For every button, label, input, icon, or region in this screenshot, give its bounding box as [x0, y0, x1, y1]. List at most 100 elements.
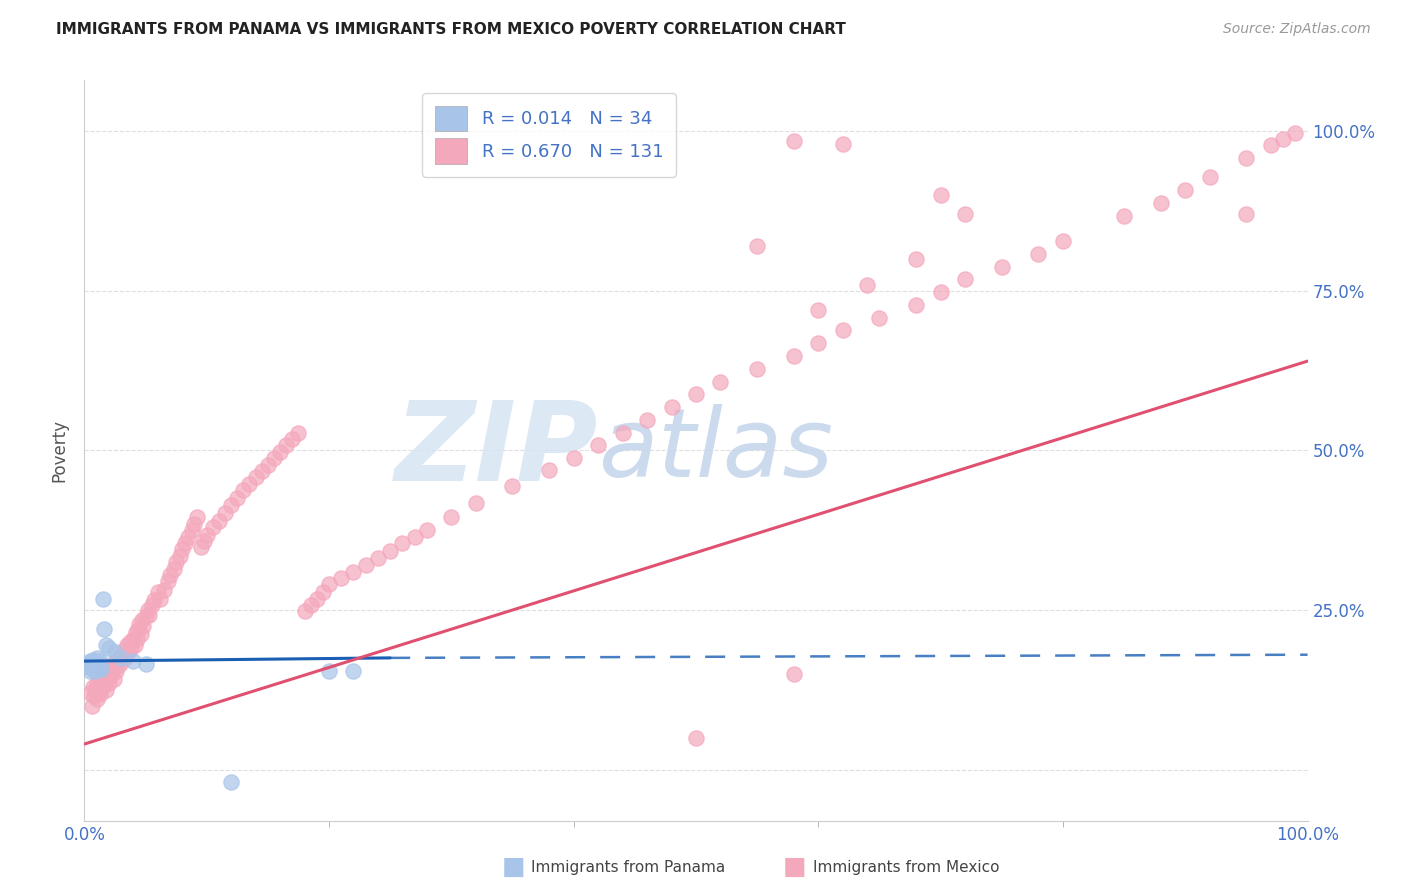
- Point: [856, 277, 879, 292]
- Point: [84, 682, 107, 697]
- Point: [82, 658, 104, 673]
- Point: [112, 642, 135, 657]
- Point: [562, 451, 585, 466]
- Point: [831, 137, 853, 152]
- Point: [312, 585, 335, 599]
- Point: [146, 585, 169, 599]
- Point: [141, 598, 163, 612]
- Point: [86, 676, 108, 690]
- Point: [1260, 138, 1282, 153]
- Point: [80, 656, 103, 670]
- Point: [219, 775, 242, 789]
- Point: [91, 666, 114, 681]
- Point: [404, 530, 426, 544]
- Point: [132, 619, 155, 633]
- Text: IMMIGRANTS FROM PANAMA VS IMMIGRANTS FROM MEXICO POVERTY CORRELATION CHART: IMMIGRANTS FROM PANAMA VS IMMIGRANTS FRO…: [56, 22, 846, 37]
- Point: [138, 608, 160, 623]
- Point: [86, 662, 108, 676]
- Point: [953, 272, 976, 286]
- Point: [87, 662, 110, 676]
- Point: [89, 654, 111, 668]
- Point: [83, 660, 105, 674]
- Point: [77, 660, 100, 674]
- Point: [105, 664, 128, 678]
- Point: [84, 664, 107, 678]
- Point: [219, 498, 242, 512]
- Point: [143, 593, 166, 607]
- Point: [84, 659, 107, 673]
- Point: [129, 627, 152, 641]
- Point: [91, 591, 114, 606]
- Point: [96, 664, 118, 678]
- Point: [367, 550, 389, 565]
- Point: [115, 638, 138, 652]
- Point: [201, 520, 224, 534]
- Point: [330, 571, 353, 585]
- Point: [538, 462, 561, 476]
- Y-axis label: Poverty: Poverty: [51, 419, 69, 482]
- Point: [831, 323, 853, 337]
- Point: [120, 641, 142, 656]
- Point: [391, 536, 413, 550]
- Point: [173, 536, 195, 550]
- Point: [929, 188, 952, 202]
- Point: [89, 687, 111, 701]
- Point: [131, 613, 153, 627]
- Point: [80, 659, 103, 673]
- Point: [122, 632, 145, 646]
- Point: [101, 662, 124, 676]
- Point: [97, 676, 120, 690]
- Point: [208, 514, 231, 528]
- Point: [783, 349, 806, 363]
- Point: [91, 674, 114, 689]
- Point: [464, 496, 486, 510]
- Point: [79, 686, 101, 700]
- Point: [96, 638, 118, 652]
- Point: [1174, 183, 1197, 197]
- Point: [110, 653, 132, 667]
- Point: [104, 644, 127, 658]
- Point: [747, 239, 769, 253]
- Point: [929, 285, 952, 300]
- Point: [77, 657, 100, 672]
- Point: [177, 530, 200, 544]
- Point: [193, 534, 215, 549]
- Point: [953, 207, 976, 221]
- Point: [612, 425, 634, 440]
- Point: [135, 657, 157, 672]
- Point: [80, 698, 103, 713]
- Text: Immigrants from Mexico: Immigrants from Mexico: [813, 860, 1000, 874]
- Point: [238, 476, 260, 491]
- Point: [105, 659, 128, 673]
- Point: [110, 651, 132, 665]
- Point: [125, 625, 148, 640]
- Point: [79, 654, 101, 668]
- Point: [869, 310, 891, 325]
- Point: [1052, 234, 1074, 248]
- Point: [685, 387, 707, 401]
- Point: [991, 260, 1014, 274]
- Point: [87, 673, 110, 688]
- Legend: R = 0.014   N = 34, R = 0.670   N = 131: R = 0.014 N = 34, R = 0.670 N = 131: [422, 93, 676, 177]
- Point: [1272, 132, 1295, 146]
- Point: [257, 458, 280, 472]
- Point: [226, 491, 249, 506]
- Point: [125, 632, 148, 646]
- Point: [87, 686, 110, 700]
- Text: atlas: atlas: [598, 404, 834, 497]
- Point: [1198, 170, 1220, 185]
- Point: [354, 558, 377, 573]
- Point: [318, 664, 340, 678]
- Point: [342, 565, 364, 579]
- Point: [84, 654, 107, 668]
- Point: [190, 541, 212, 555]
- Point: [263, 451, 285, 466]
- Point: [783, 134, 806, 148]
- Point: [299, 598, 322, 612]
- Point: [93, 622, 115, 636]
- Point: [117, 644, 139, 658]
- Point: [269, 444, 291, 458]
- Point: [86, 651, 108, 665]
- Point: [709, 375, 731, 389]
- Point: [153, 582, 176, 597]
